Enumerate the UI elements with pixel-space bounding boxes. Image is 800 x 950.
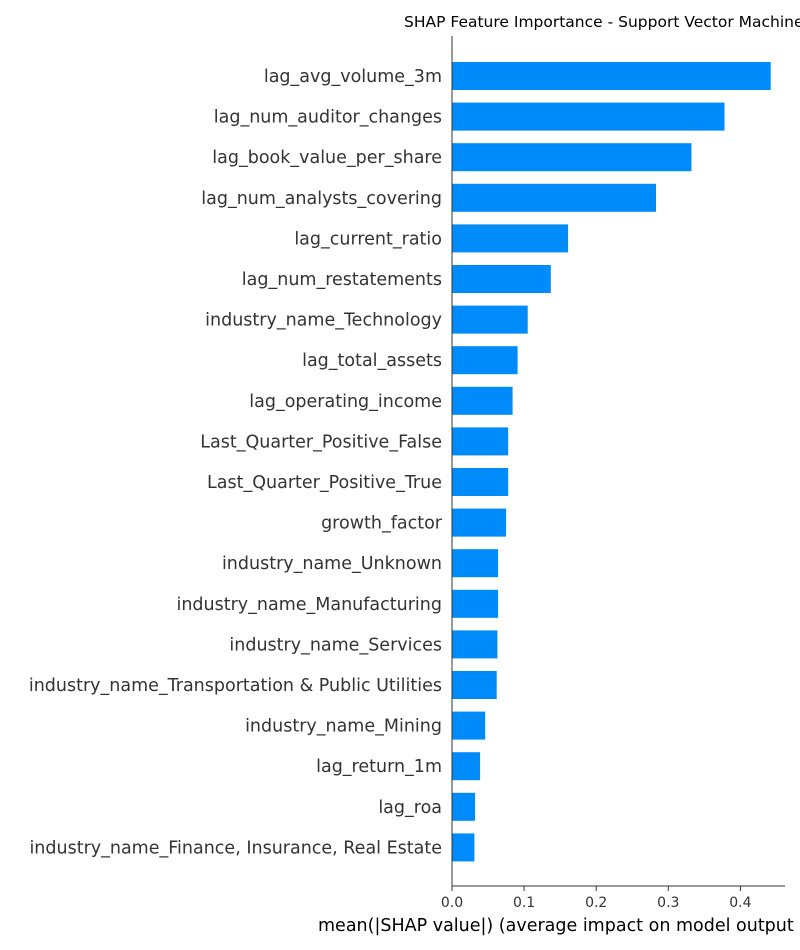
bar-last-quarter-positive-true: [452, 468, 509, 496]
bar-lag-avg-volume-3m: [452, 62, 771, 90]
x-tick-label-4: 0.4: [729, 895, 751, 911]
x-tick-label-1: 0.1: [513, 895, 535, 911]
bars-layer: [452, 62, 771, 862]
bar-lag-roa: [452, 792, 476, 821]
feature-label-growth-factor: growth_factor: [321, 514, 443, 534]
bar-industry-name-manufacturing: [452, 589, 499, 618]
feature-label-lag-num-analysts-covering: lag_num_analysts_covering: [201, 189, 442, 209]
bar-growth-factor: [452, 508, 507, 537]
x-tick-label-2: 0.2: [585, 895, 607, 911]
bar-lag-total-assets: [452, 346, 518, 375]
bar-industry-name-unknown: [452, 549, 499, 578]
feature-label-industry-name-mining: industry_name_Mining: [245, 717, 442, 737]
bar-lag-num-analysts-covering: [452, 183, 656, 212]
bar-lag-operating-income: [452, 386, 513, 415]
feature-label-last-quarter-positive-true: Last_Quarter_Positive_True: [207, 473, 442, 493]
feature-label-lag-num-restatements: lag_num_restatements: [242, 270, 442, 290]
feature-label-lag-operating-income: lag_operating_income: [249, 392, 442, 412]
chart-title: SHAP Feature Importance - Support Vector…: [404, 13, 800, 31]
feature-labels-layer: lag_avg_volume_3m lag_num_auditor_changes…: [29, 67, 443, 858]
feature-label-lag-total-assets: lag_total_assets: [302, 351, 442, 371]
feature-label-industry-name-finance-insurance-real-estate: industry_name_Finance, Insurance, Real E…: [29, 838, 442, 858]
x-axis-label: mean(|SHAP value|) (average impact on mo…: [318, 916, 800, 936]
bar-lag-return-1m: [452, 752, 481, 781]
feature-label-lag-book-value-per-share: lag_book_value_per_share: [212, 148, 442, 168]
bar-industry-name-mining: [452, 711, 486, 740]
bar-industry-name-finance-insurance-real-estate: [452, 833, 475, 862]
bar-industry-name-services: [452, 630, 498, 659]
feature-label-lag-current-ratio: lag_current_ratio: [294, 229, 442, 249]
feature-label-last-quarter-positive-false: Last_Quarter_Positive_False: [200, 432, 442, 452]
bar-industry-name-technology: [452, 305, 528, 334]
bar-last-quarter-positive-false: [452, 427, 509, 456]
bar-lag-current-ratio: [452, 224, 569, 253]
feature-label-industry-name-technology: industry_name_Technology: [205, 311, 442, 331]
feature-label-lag-avg-volume-3m: lag_avg_volume_3m: [264, 67, 442, 87]
feature-label-lag-return-1m: lag_return_1m: [316, 757, 442, 777]
bar-lag-book-value-per-share: [452, 143, 692, 172]
bar-lag-num-restatements: [452, 265, 551, 293]
feature-label-industry-name-services: industry_name_Services: [229, 635, 442, 655]
feature-label-lag-num-auditor-changes: lag_num_auditor_changes: [214, 108, 442, 128]
feature-label-industry-name-unknown: industry_name_Unknown: [222, 554, 442, 574]
bar-industry-name-transportation-public-utilities: [452, 671, 497, 699]
x-tick-label-0: 0.0: [441, 895, 463, 911]
feature-label-industry-name-transportation-public-utilities: industry_name_Transportation & Public Ut…: [29, 676, 442, 696]
bar-lag-num-auditor-changes: [452, 102, 725, 131]
feature-label-lag-roa: lag_roa: [378, 798, 442, 818]
x-ticks-layer: 0.0 0.1 0.2 0.3 0.4: [441, 886, 752, 911]
feature-label-industry-name-manufacturing: industry_name_Manufacturing: [176, 595, 442, 615]
x-tick-label-3: 0.3: [657, 895, 679, 911]
